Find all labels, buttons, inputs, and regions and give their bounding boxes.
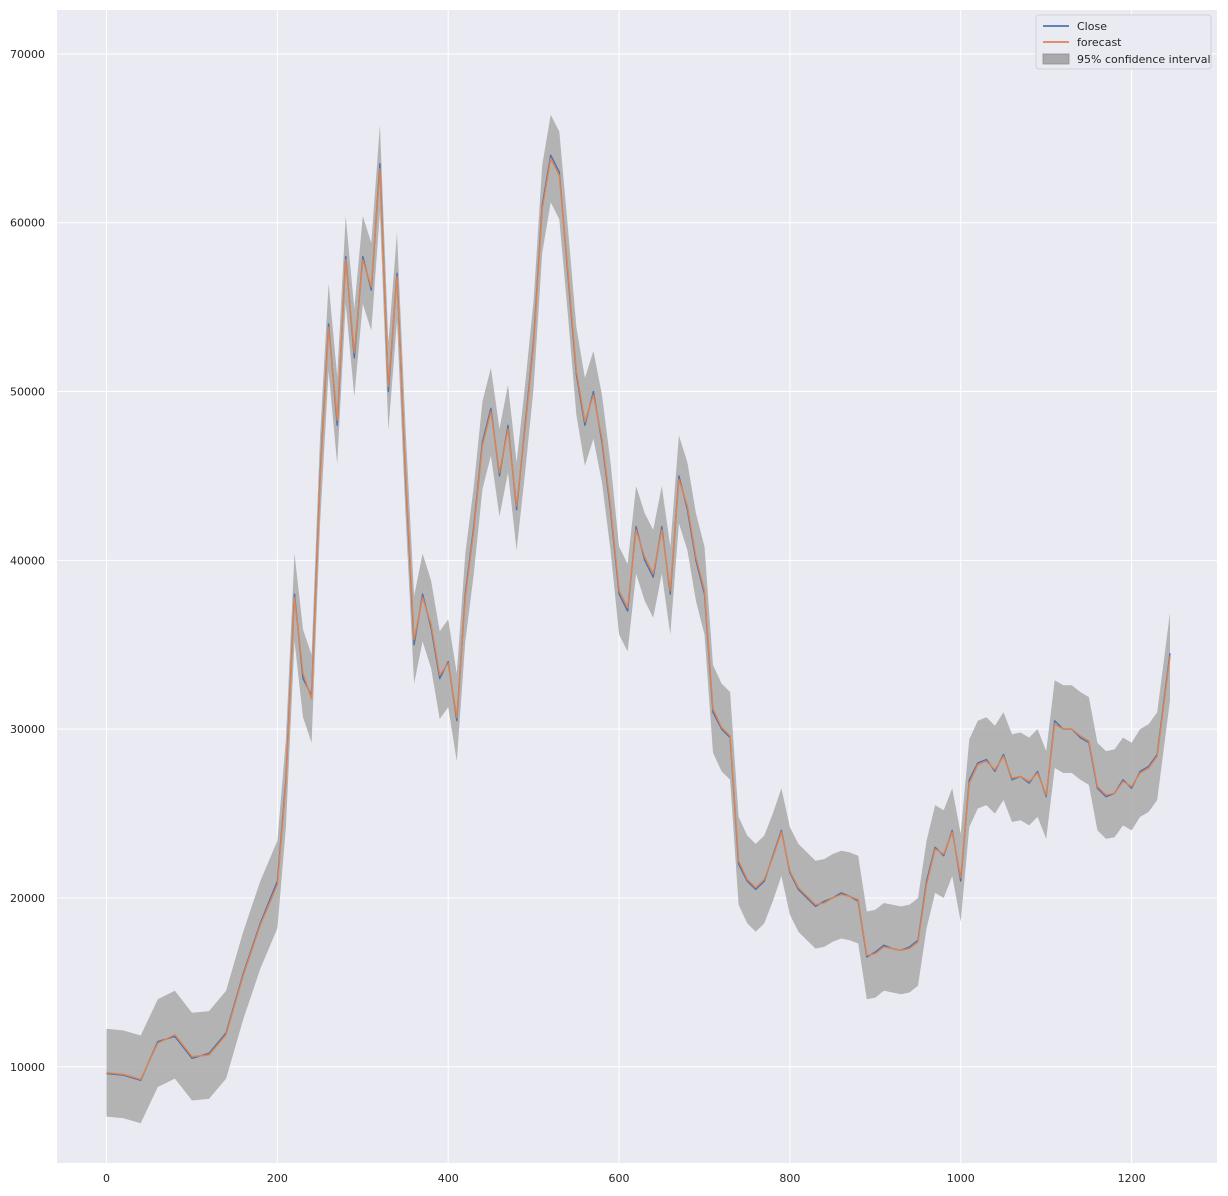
tick-label-layer: 0 200 400 600 800 1000 1200 10000 20000 30000 4000… xyxy=(10,48,1146,1185)
legend-label-close: Close xyxy=(1077,20,1107,33)
confidence-interval-band xyxy=(106,114,1170,1124)
x-tick-label: 200 xyxy=(267,1172,288,1185)
y-tick-label: 40000 xyxy=(10,554,45,567)
legend-frame xyxy=(1035,14,1212,70)
y-tick-label: 10000 xyxy=(10,1061,45,1074)
close-series-line xyxy=(106,154,1171,1082)
y-tick-label: 30000 xyxy=(10,723,45,736)
legend-swatch-confidence xyxy=(1042,53,1070,65)
x-tick-label: 600 xyxy=(609,1172,630,1185)
y-tick-label: 70000 xyxy=(10,48,45,61)
legend-label-forecast: forecast xyxy=(1077,36,1122,49)
x-tick-label: 1000 xyxy=(947,1172,975,1185)
forecast-series-line xyxy=(106,157,1171,1081)
legend-label-confidence: 95% confidence interval xyxy=(1077,53,1211,66)
x-tick-label: 400 xyxy=(438,1172,459,1185)
series-line-layer xyxy=(106,154,1171,1082)
confidence-band-layer xyxy=(106,114,1170,1124)
x-tick-label: 0 xyxy=(103,1172,110,1185)
y-tick-label: 20000 xyxy=(10,892,45,905)
y-tick-label: 60000 xyxy=(10,217,45,230)
x-tick-label: 1200 xyxy=(1118,1172,1146,1185)
y-tick-label: 50000 xyxy=(10,386,45,399)
legend: Close forecast 95% confidence interval xyxy=(1035,14,1212,70)
x-tick-label: 800 xyxy=(779,1172,800,1185)
